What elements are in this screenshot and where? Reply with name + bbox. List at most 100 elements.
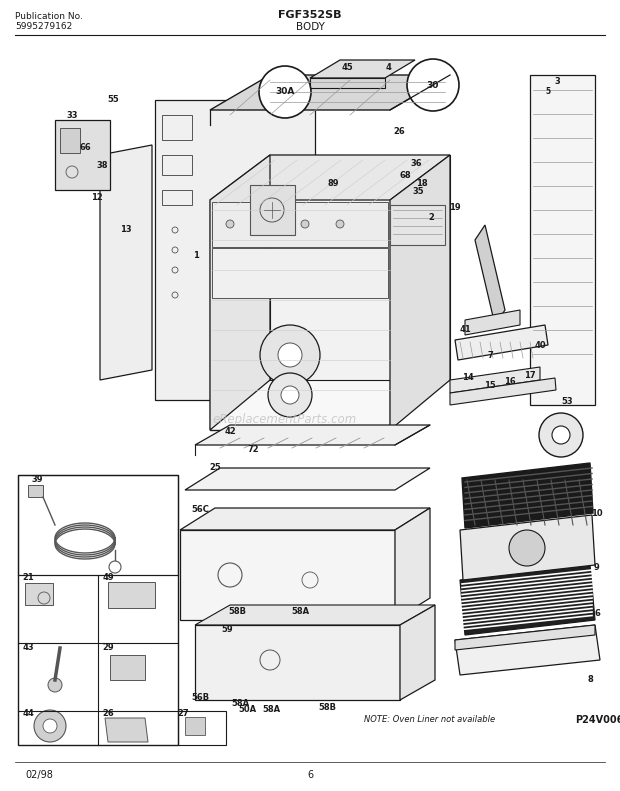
Text: 36: 36: [410, 158, 422, 168]
Text: 45: 45: [341, 63, 353, 73]
Text: 6: 6: [307, 770, 313, 780]
Text: 3: 3: [554, 78, 560, 86]
Bar: [28, 485, 43, 497]
Bar: [185, 717, 205, 735]
Text: 30: 30: [427, 81, 439, 89]
Text: 56B: 56B: [191, 692, 209, 702]
Text: 6: 6: [594, 610, 600, 619]
Text: 58A: 58A: [231, 698, 249, 707]
Text: 72: 72: [247, 445, 259, 455]
Bar: [18, 475, 178, 575]
Polygon shape: [395, 508, 430, 620]
Text: 50A: 50A: [238, 706, 256, 714]
Text: 21: 21: [22, 573, 34, 582]
Text: eReplacementParts.com: eReplacementParts.com: [213, 414, 357, 426]
Text: P24V0063: P24V0063: [575, 715, 620, 725]
Bar: [178, 711, 226, 745]
Polygon shape: [155, 100, 315, 400]
Text: 12: 12: [91, 194, 103, 202]
Bar: [390, 205, 445, 245]
Bar: [60, 128, 80, 153]
Circle shape: [260, 325, 320, 385]
Text: 18: 18: [416, 180, 428, 188]
Bar: [530, 75, 595, 405]
Text: 49: 49: [102, 573, 114, 582]
Text: 89: 89: [327, 179, 339, 187]
Bar: [110, 655, 145, 680]
Text: 58B: 58B: [228, 607, 246, 616]
Polygon shape: [450, 367, 540, 393]
Text: 16: 16: [504, 377, 516, 387]
Circle shape: [251, 220, 259, 228]
Polygon shape: [310, 60, 415, 78]
Circle shape: [552, 426, 570, 444]
Polygon shape: [180, 530, 395, 620]
Bar: [162, 155, 192, 175]
Polygon shape: [460, 515, 595, 580]
Text: 40: 40: [534, 340, 546, 350]
Bar: [162, 115, 192, 140]
Text: 33: 33: [66, 111, 78, 119]
Polygon shape: [450, 378, 556, 405]
Text: 43: 43: [22, 644, 34, 653]
Text: 44: 44: [22, 710, 34, 718]
Text: 26: 26: [102, 710, 114, 718]
Polygon shape: [105, 718, 148, 742]
Circle shape: [276, 220, 284, 228]
Bar: [25, 583, 53, 605]
Circle shape: [48, 678, 62, 692]
Polygon shape: [210, 200, 390, 430]
Polygon shape: [210, 155, 450, 200]
Polygon shape: [180, 508, 430, 530]
Text: 25: 25: [209, 463, 221, 471]
Text: 39: 39: [31, 475, 43, 485]
Text: 13: 13: [120, 225, 132, 234]
Circle shape: [281, 386, 299, 404]
Circle shape: [268, 373, 312, 417]
Text: 68: 68: [399, 171, 411, 180]
Text: 27: 27: [177, 710, 189, 718]
Polygon shape: [455, 325, 548, 360]
Text: 53: 53: [561, 398, 573, 407]
Text: 66: 66: [79, 143, 91, 153]
Polygon shape: [310, 78, 385, 88]
Bar: [212, 202, 388, 247]
Polygon shape: [270, 155, 450, 380]
Polygon shape: [462, 463, 593, 528]
Text: 59: 59: [221, 626, 233, 634]
Text: 17: 17: [524, 370, 536, 380]
Text: 58A: 58A: [291, 607, 309, 616]
Polygon shape: [195, 605, 435, 625]
Polygon shape: [455, 625, 600, 675]
Text: 38: 38: [96, 161, 108, 169]
Text: 02/98: 02/98: [25, 770, 53, 780]
Polygon shape: [195, 625, 400, 700]
Circle shape: [43, 719, 57, 733]
Polygon shape: [185, 468, 430, 490]
Circle shape: [34, 710, 66, 742]
Text: 29: 29: [102, 644, 114, 653]
Text: 9: 9: [593, 563, 599, 573]
Circle shape: [336, 220, 344, 228]
Bar: [162, 190, 192, 205]
Text: 30A: 30A: [275, 88, 294, 97]
Text: 55: 55: [107, 96, 119, 104]
Text: 41: 41: [459, 326, 471, 335]
Text: 8: 8: [587, 676, 593, 684]
Text: 10: 10: [591, 509, 603, 518]
Text: 42: 42: [224, 427, 236, 437]
Polygon shape: [210, 75, 450, 110]
Text: 2: 2: [428, 213, 434, 221]
Circle shape: [226, 220, 234, 228]
Text: 1: 1: [193, 251, 199, 259]
Text: 19: 19: [449, 202, 461, 211]
Polygon shape: [195, 425, 430, 445]
Text: Publication No.: Publication No.: [15, 12, 83, 21]
Text: 56C: 56C: [191, 505, 209, 514]
Text: 5: 5: [546, 88, 551, 97]
Bar: [18, 475, 178, 745]
Text: 5995279162: 5995279162: [15, 22, 73, 31]
Bar: [55, 120, 110, 190]
Polygon shape: [465, 310, 520, 335]
Circle shape: [539, 413, 583, 457]
